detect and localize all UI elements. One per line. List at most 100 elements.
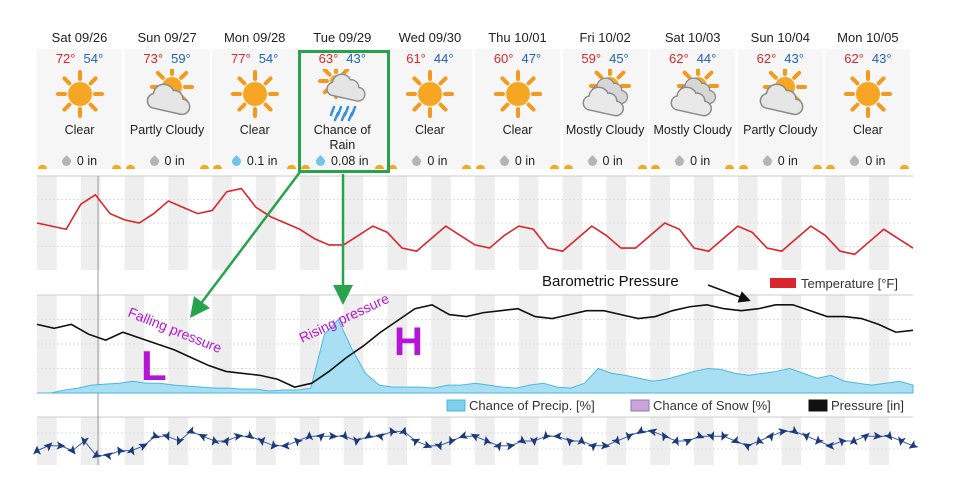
day-condition: Clear [852,123,883,137]
day-condition: Partly Cloudy [743,123,818,137]
day-condition: Clear [502,123,533,137]
arrow-to-baro [707,284,751,303]
day-body: 72° 54° Clear 0 in [37,49,122,169]
sunrise-icon [125,165,135,169]
day-temps: 63° 43° [300,49,385,69]
day-temps: 60° 47° [475,49,560,69]
night-band [256,417,276,465]
day-condition: Chance of Rain [313,123,371,152]
forecast-strip: Sat 09/26 72° 54° Clear 0 in Sun 09/27 73… [37,27,913,169]
wind-arrow-icon [838,437,848,447]
sunrise-icon [651,165,661,169]
wind-arrow-icon [315,432,325,442]
day-temps: 72° 54° [37,49,122,69]
mostly-cloudy-icon [650,69,735,123]
wind-arrow-icon [730,436,741,444]
sun-icon [212,69,297,123]
wind-arrow-icon [860,432,870,442]
wind-arrow-icon [339,430,348,441]
legend-swatch [630,399,650,412]
day-condition: Clear [414,123,445,137]
wind-arrow-icon [721,430,729,441]
day-date: Fri 10/02 [579,30,631,45]
temp-high: 63° [318,51,339,66]
wind-arrow-icon [66,444,76,455]
day-date: Tue 09/29 [313,30,372,45]
day-precip: 0 in [387,153,472,169]
wind-arrow-icon [80,436,89,446]
day-condition: Partly Cloudy [129,123,205,137]
temperature-line [36,187,914,256]
wind-arrow-icon [422,440,433,449]
temp-low: 47° [521,51,542,66]
night-band [650,417,670,465]
legend-label: Pressure [in] [831,398,904,413]
temp-high: 61° [406,51,426,66]
forecast-day: Thu 10/01 60° 47° Clear 0 in [475,27,560,169]
temp-low: 44° [433,51,454,66]
day-date: Sun 09/27 [137,30,197,45]
forecast-day: Mon 10/05 62° 43° Clear 0 in [825,27,911,169]
wind-arrow-icon [873,431,883,440]
precip-amount: 0 in [427,154,448,168]
forecast-day: Sun 10/04 62° 43° Partly Cloudy 0 in [737,27,823,169]
day-temps: 59° 45° [563,49,648,69]
wind-arrow-icon [814,435,824,445]
wind-arrow-icon [694,430,705,439]
wind-arrow-icon [600,441,611,450]
wind-arrow-icon [138,443,148,452]
wind-arrow-icon [244,430,255,440]
sun-icon [387,69,472,123]
forecast-day: Fri 10/02 59° 45° Mostly Cloudy 0 in [562,27,648,169]
partly-cloudy-icon [125,69,210,123]
day-body: 62° 43° Clear 0 in [825,49,911,169]
sunrise-icon [563,165,573,169]
day-date: Sat 09/26 [51,30,108,45]
temp-high: 62° [756,51,777,66]
wind-arrow-icon [375,433,386,441]
precip-amount: 0.08 in [331,154,369,168]
wind-arrow-icon [625,431,634,442]
day-temps: 62° 43° [825,49,910,69]
wind-arrow-icon [505,442,516,451]
wind-arrow-icon [458,431,469,439]
day-body: 73° 59° Partly Cloudy 0 in [124,49,210,169]
forecast-day: Mon 09/28 77° 54° Clear 0.1 in [212,27,298,169]
mostly-cloudy-icon [563,69,648,123]
day-temps: 61° 44° [387,49,472,69]
legend-label: Chance of Precip. [%] [469,398,595,413]
arrow-to-falling [189,171,301,318]
wind-arrow-icon [849,436,858,446]
day-body: 62° 43° Partly Cloudy 0 in [737,49,823,169]
wind-arrow-icon [389,427,398,437]
temp-high: 77° [231,51,251,66]
day-temps: 62° 43° [738,49,823,69]
sunset-icon [637,165,647,169]
precip-amount: 0 in [164,154,185,168]
wind-arrow-icon [493,441,502,452]
precip-amount: 0.1 in [246,154,278,168]
precip-amount: 0 in [76,154,98,168]
legend-swatch [808,399,828,412]
wind-arrow-icon [270,440,280,450]
wind-arrow-icon [328,431,338,440]
wind-arrow-icon [434,440,442,451]
wind-arrow-icon [92,449,102,459]
day-body: 59° 45° Mostly Cloudy 0 in [562,49,648,169]
temp-low: 43° [871,51,892,66]
wind-arrow-icon [56,441,66,450]
day-condition: Clear [64,123,95,137]
day-date: Mon 10/05 [837,30,899,45]
sunrise-icon [738,165,748,169]
wind-arrow-icon [398,426,407,437]
sunset-icon [812,165,822,169]
wind-arrow-icon [756,436,764,446]
wind-arrow-icon [636,425,647,435]
wind-arrow-icon [483,436,492,446]
sunset-icon [462,165,472,169]
day-precip: 0 in [125,153,210,169]
legend-swatch-temperature [770,278,796,288]
wind-arrow-icon [103,452,113,461]
barometric-pressure-label: Barometric Pressure [542,273,679,290]
day-condition: Clear [239,123,270,137]
